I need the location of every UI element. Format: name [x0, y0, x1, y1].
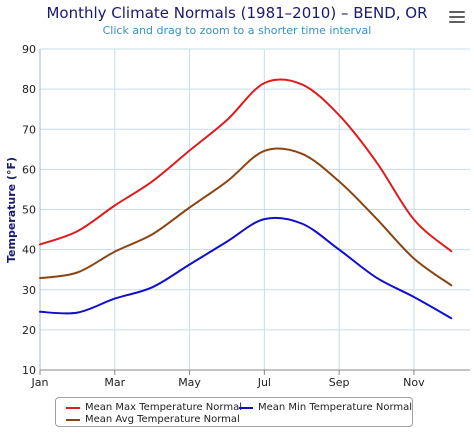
y-tick-label: 30 [22, 284, 36, 297]
series-line-mean-min-temperature-normal[interactable] [39, 216, 453, 320]
y-axis-label: Temperature (°F) [5, 157, 18, 263]
y-tick-label: 10 [22, 364, 36, 377]
y-tick-label: 20 [22, 324, 36, 337]
x-tick-label: Nov [403, 376, 425, 389]
y-tick-label: 60 [22, 163, 36, 176]
legend-item-min[interactable]: Mean Min Temperature Normal [239, 402, 412, 413]
y-tick-label: 70 [22, 123, 36, 136]
legend-swatch-avg [66, 418, 80, 421]
y-tick-label: 50 [22, 204, 36, 217]
chart-legend: Mean Max Temperature Normal Mean Min Tem… [55, 397, 413, 427]
y-tick-label: 40 [22, 244, 36, 257]
hamburger-menu-icon[interactable] [449, 11, 465, 25]
y-tick-label: 80 [22, 83, 36, 96]
y-tick-label: 90 [22, 43, 36, 56]
series-line-mean-max-temperature-normal[interactable] [39, 78, 453, 253]
legend-item-avg[interactable]: Mean Avg Temperature Normal [66, 414, 240, 425]
x-tick-label: Jul [257, 376, 271, 389]
legend-item-max[interactable]: Mean Max Temperature Normal [66, 402, 242, 413]
legend-label-avg: Mean Avg Temperature Normal [85, 414, 240, 425]
x-tick-label: Mar [104, 376, 125, 389]
legend-swatch-min [239, 406, 253, 409]
x-tick-label: May [178, 376, 201, 389]
x-tick-label: Jan [31, 376, 49, 389]
series-line-mean-avg-temperature-normal[interactable] [39, 147, 453, 287]
legend-label-max: Mean Max Temperature Normal [85, 402, 242, 413]
x-tick-label: Sep [329, 376, 350, 389]
legend-swatch-max [66, 406, 80, 409]
legend-label-min: Mean Min Temperature Normal [258, 402, 413, 413]
chart-title: Monthly Climate Normals (1981–2010) – BE… [46, 4, 428, 22]
chart-subtitle: Click and drag to zoom to a shorter time… [102, 24, 372, 37]
